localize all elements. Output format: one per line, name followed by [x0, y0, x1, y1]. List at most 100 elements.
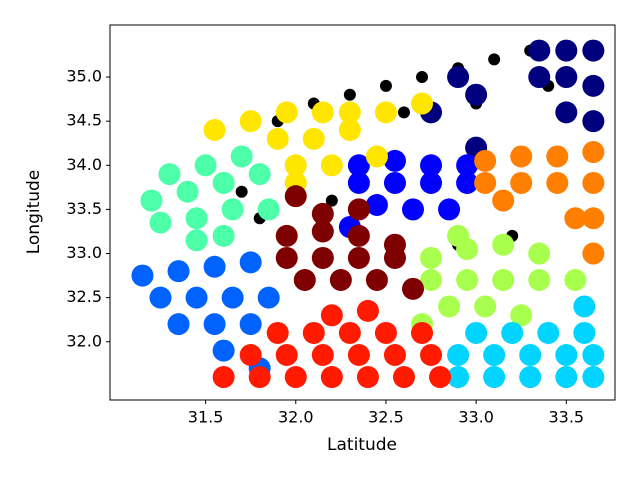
x-axis-title: Latitude — [327, 435, 397, 455]
point — [582, 344, 605, 366]
point — [203, 255, 226, 278]
point — [203, 313, 226, 336]
point — [212, 339, 235, 362]
point — [483, 344, 506, 366]
point — [492, 233, 515, 256]
point — [239, 313, 262, 336]
point — [411, 321, 434, 344]
point — [492, 189, 515, 212]
point — [420, 171, 443, 194]
point — [402, 198, 424, 221]
y-tick-label: 32.5 — [66, 287, 102, 306]
point — [325, 194, 338, 207]
point — [555, 101, 578, 124]
point — [582, 171, 605, 194]
point — [555, 344, 578, 366]
point — [383, 149, 406, 172]
point — [347, 246, 370, 269]
point — [221, 286, 244, 309]
point — [573, 321, 596, 344]
point — [185, 229, 208, 252]
point — [582, 207, 605, 230]
point — [474, 171, 497, 194]
point — [194, 154, 217, 177]
point — [365, 194, 388, 216]
point — [492, 269, 515, 291]
point — [311, 344, 334, 366]
point — [374, 101, 397, 124]
point — [338, 321, 361, 344]
point — [320, 154, 343, 177]
point — [257, 198, 280, 221]
point — [347, 171, 370, 194]
x-tick-label: 33.5 — [548, 408, 584, 427]
point — [320, 304, 343, 327]
point — [429, 366, 452, 389]
point — [510, 171, 533, 194]
point — [347, 154, 370, 177]
point — [397, 106, 410, 119]
point — [402, 277, 424, 300]
point — [546, 171, 569, 194]
point — [383, 344, 406, 366]
point — [411, 92, 434, 115]
point — [302, 321, 325, 344]
point — [212, 171, 235, 194]
point — [447, 366, 470, 389]
plot-frame — [109, 24, 616, 401]
y-tick-label: 33.5 — [66, 199, 102, 218]
point — [537, 321, 560, 344]
point — [420, 154, 443, 177]
y-tick-label: 34.5 — [66, 111, 102, 130]
y-tick-label: 32.0 — [66, 331, 102, 350]
point — [510, 145, 533, 168]
plot-area — [131, 39, 605, 389]
point — [465, 83, 488, 106]
point — [320, 366, 343, 389]
point — [379, 79, 392, 92]
point — [311, 101, 334, 124]
point — [176, 180, 199, 203]
point — [519, 366, 542, 389]
point — [311, 246, 334, 269]
point — [447, 224, 470, 247]
point — [582, 366, 605, 389]
point — [573, 295, 596, 318]
point — [356, 366, 379, 389]
point — [582, 110, 605, 133]
point — [374, 321, 397, 344]
x-tick-label: 32.5 — [368, 408, 404, 427]
point — [519, 344, 542, 366]
point — [546, 145, 569, 168]
point — [343, 88, 356, 101]
point — [465, 321, 488, 344]
point — [131, 264, 154, 287]
point — [338, 119, 361, 141]
x-tick-label: 32.0 — [278, 408, 314, 427]
y-tick-label: 35.0 — [66, 67, 102, 86]
point — [347, 198, 370, 221]
point — [383, 246, 406, 269]
point — [284, 185, 307, 208]
point — [456, 154, 479, 177]
point — [582, 242, 605, 265]
point — [582, 141, 605, 164]
point — [248, 163, 271, 186]
point — [365, 145, 388, 168]
point — [528, 242, 551, 265]
point — [167, 313, 190, 336]
point — [347, 344, 370, 366]
point — [239, 344, 262, 366]
point — [275, 246, 298, 269]
point — [338, 101, 361, 124]
x-tick-label: 33.0 — [458, 408, 494, 427]
point — [383, 171, 406, 194]
point — [456, 171, 479, 194]
point — [248, 366, 271, 389]
point — [555, 366, 578, 389]
point — [149, 286, 172, 309]
point — [438, 198, 461, 221]
point — [167, 260, 190, 283]
point — [212, 366, 235, 389]
